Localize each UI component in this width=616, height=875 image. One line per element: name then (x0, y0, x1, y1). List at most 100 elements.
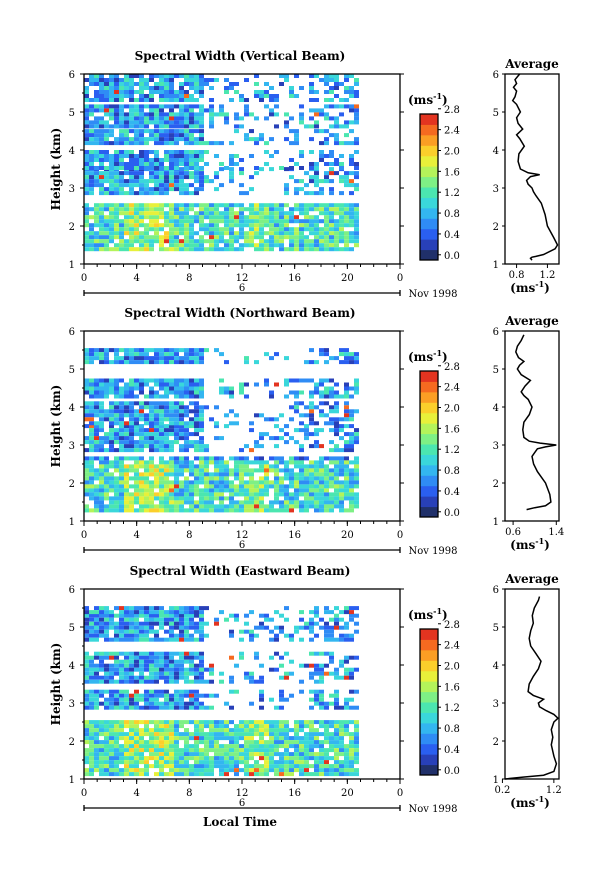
heatmap-cell (124, 86, 129, 90)
heatmap-cell (94, 124, 99, 129)
heatmap-cell (179, 133, 184, 138)
heatmap-cell (129, 748, 134, 753)
heatmap-cell (94, 108, 99, 113)
heatmap-cell (164, 129, 169, 134)
heatmap-cell (154, 633, 159, 638)
heatmap-cell (274, 444, 279, 449)
heatmap-cell (309, 98, 314, 102)
heatmap-cell (254, 496, 259, 501)
heatmap-cell (179, 207, 184, 212)
colorbar-segment (420, 176, 438, 188)
heatmap-cell (214, 488, 219, 493)
heatmap-cell (104, 476, 109, 481)
average-frame (504, 73, 560, 265)
heatmap-cell (214, 760, 219, 765)
heatmap-cell (324, 247, 329, 252)
heatmap-cell (119, 223, 124, 228)
heatmap-cell (184, 211, 189, 216)
heatmap-cell (254, 744, 259, 749)
heatmap-cell (254, 724, 259, 729)
heatmap-cell (179, 613, 184, 618)
heatmap-cell (244, 772, 249, 777)
heatmap-cell (159, 720, 164, 725)
heatmap-cell (274, 239, 279, 244)
heatmap-cell (259, 413, 264, 418)
heatmap-cell (274, 496, 279, 501)
heatmap-cell (114, 158, 119, 162)
heatmap-cell (109, 104, 114, 109)
heatmap-cell (129, 247, 134, 252)
heatmap-cell (149, 748, 154, 753)
heatmap-cell (199, 655, 204, 660)
heatmap-cell (134, 667, 139, 672)
heatmap-cell (299, 203, 304, 208)
heatmap-cell (129, 663, 134, 668)
heatmap-cell (209, 98, 214, 102)
heatmap-cell (194, 78, 199, 82)
heatmap-cell (249, 768, 254, 773)
heatmap-cell (144, 606, 149, 611)
colorbar-segment (420, 506, 438, 518)
heatmap-cell (164, 360, 169, 365)
heatmap-cell (299, 610, 304, 615)
heatmap-cell (124, 352, 129, 357)
heatmap-cell (324, 215, 329, 220)
heatmap-cell (349, 432, 354, 437)
heatmap-cell (84, 141, 89, 146)
x-tick-label: 0 (81, 530, 87, 541)
heatmap-cell (199, 413, 204, 418)
heatmap-cell (99, 428, 104, 433)
heatmap-cell (169, 613, 174, 618)
heatmap-cell (134, 728, 139, 733)
heatmap-cell (249, 748, 254, 753)
heatmap-cell (174, 701, 179, 706)
heatmap-cell (214, 247, 219, 252)
heatmap-cell (324, 154, 329, 158)
heatmap-cell (204, 679, 209, 684)
heatmap-cell (159, 606, 164, 611)
heatmap-cell (219, 484, 224, 489)
heatmap-cell (159, 625, 164, 630)
colorbar-segment (420, 207, 438, 219)
colorbar-tick-label: 0.4 (444, 487, 460, 498)
heatmap-cell (179, 617, 184, 622)
heatmap-cell (199, 137, 204, 142)
heatmap-cell (99, 732, 104, 737)
heatmap-cell (114, 621, 119, 626)
heatmap-cell (119, 175, 124, 180)
heatmap-cell (99, 356, 104, 361)
heatmap-cell (99, 496, 104, 501)
heatmap-cell (119, 104, 124, 109)
heatmap-cell (134, 235, 139, 240)
heatmap-cell (129, 492, 134, 497)
heatmap-cell (199, 428, 204, 433)
heatmap-cell (119, 166, 124, 170)
average-y-tick-label: 3 (493, 184, 499, 195)
heatmap-cell (214, 171, 219, 176)
heatmap-cell (84, 679, 89, 684)
heatmap-cell (84, 476, 89, 481)
heatmap-cell (259, 728, 264, 733)
heatmap-cell (119, 508, 124, 513)
heatmap-cell (319, 247, 324, 252)
heatmap-cell (254, 752, 259, 757)
heatmap-cell (99, 606, 104, 611)
heatmap-cell (234, 484, 239, 489)
heatmap-cell (84, 651, 89, 656)
heatmap-cell (184, 444, 189, 449)
heatmap-cell (94, 120, 99, 125)
heatmap-cell (154, 171, 159, 176)
heatmap-cell (139, 179, 144, 184)
heatmap-cell (114, 74, 119, 78)
heatmap-cell (334, 409, 339, 414)
heatmap-cell (314, 504, 319, 509)
heatmap-cell (334, 744, 339, 749)
heatmap-cell (134, 417, 139, 422)
heatmap-cell (209, 488, 214, 493)
heatmap-cell (239, 756, 244, 761)
heatmap-cell (129, 158, 134, 162)
heatmap-cell (319, 187, 324, 192)
heatmap-cell (99, 440, 104, 445)
heatmap-cell (129, 94, 134, 98)
heatmap-cell (354, 728, 359, 733)
